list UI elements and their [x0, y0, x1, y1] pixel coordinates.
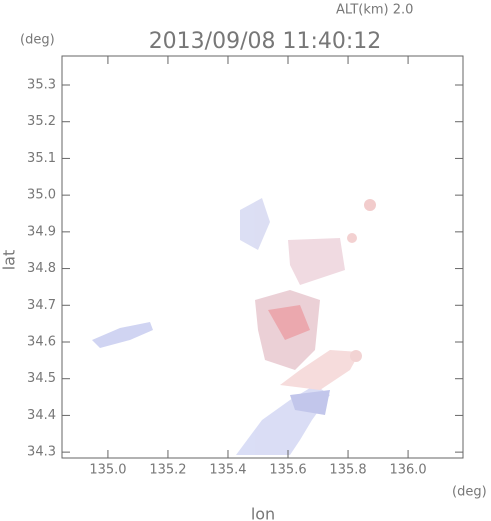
radar-echoes	[92, 198, 376, 455]
y-tick-label: 35.2	[27, 114, 56, 129]
y-axis-label: lat	[0, 250, 19, 271]
x-tick-label: 135.4	[209, 463, 246, 478]
y-tick-label: 34.8	[27, 261, 56, 276]
altitude-label: ALT(km) 2.0	[336, 3, 413, 18]
x-tick-label: 136.0	[389, 463, 426, 478]
x-tick-label: 135.8	[329, 463, 366, 478]
y-tick-label: 34.4	[27, 408, 56, 423]
plot-frame	[61, 55, 464, 459]
y-tick-label: 34.7	[27, 298, 56, 313]
y-tick-label: 34.6	[27, 334, 56, 349]
x-unit: (deg)	[452, 485, 487, 500]
y-tick-label: 35.3	[27, 78, 56, 93]
y-tick-label: 34.9	[27, 224, 56, 239]
x-axis-label: lon	[251, 505, 275, 521]
y-tick-label: 34.5	[27, 371, 56, 386]
y-unit: (deg)	[20, 33, 55, 48]
y-tick-label: 35.0	[27, 188, 56, 203]
x-tick-label: 135.6	[269, 463, 306, 478]
chart-title: 2013/09/08 11:40:12	[149, 29, 382, 54]
y-tick-label: 35.1	[27, 151, 56, 166]
y-tick-label: 34.3	[27, 445, 56, 460]
x-tick-label: 135.2	[149, 463, 186, 478]
x-tick-label: 135.0	[89, 463, 126, 478]
